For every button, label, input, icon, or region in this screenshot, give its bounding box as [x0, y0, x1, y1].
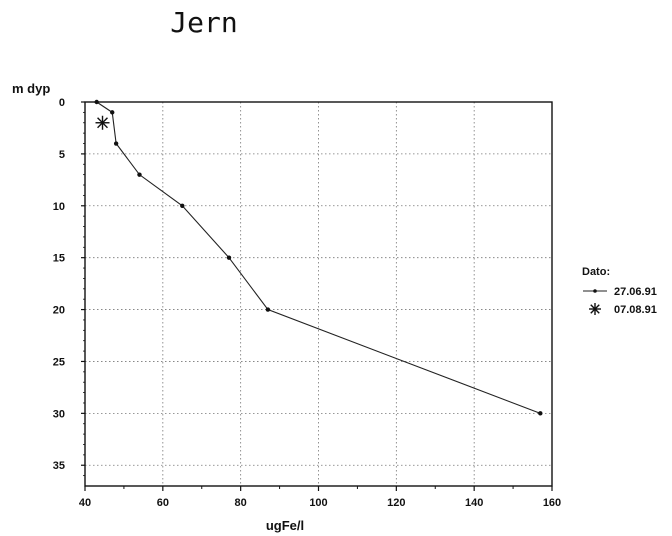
- series-1: [94, 99, 543, 416]
- data-point: [538, 411, 543, 416]
- data-point: [265, 307, 271, 312]
- legend-label: 27.06.91: [614, 286, 657, 298]
- legend-label: 07.08.91: [614, 304, 657, 316]
- y-tick-label: 0: [59, 97, 65, 109]
- data-point: [226, 255, 232, 260]
- y-tick-label: 5: [59, 149, 65, 161]
- data-point: [113, 141, 119, 146]
- y-tick-label: 15: [53, 253, 65, 265]
- y-axis-label: m dyp: [12, 81, 50, 96]
- series-2: [95, 115, 110, 130]
- series-layer: [94, 99, 543, 416]
- x-tick-label: 140: [465, 497, 483, 509]
- x-tick-label: 120: [387, 497, 405, 509]
- x-tick-label: 100: [309, 497, 327, 509]
- x-tick-label: 160: [543, 497, 561, 509]
- y-tick-label: 25: [53, 356, 65, 368]
- data-point: [137, 172, 142, 177]
- chart-title: Jern: [170, 6, 237, 39]
- star-stroke: [97, 117, 108, 129]
- y-tick-label: 30: [53, 408, 65, 420]
- legend-item: 27.06.91: [583, 286, 657, 298]
- x-axis-label: ugFe/l: [266, 518, 304, 533]
- data-point-star: [95, 115, 110, 130]
- legend-star-icon: [589, 303, 601, 315]
- data-point: [94, 99, 99, 105]
- legend-item: 07.08.91: [589, 303, 657, 316]
- star-stroke: [590, 304, 600, 314]
- y-tick-label: 20: [53, 305, 65, 317]
- legend-dot-icon: [593, 289, 597, 293]
- legend: Dato: 27.06.91 07.08.91: [582, 266, 657, 316]
- x-tick-label: 60: [157, 497, 169, 509]
- x-tick-label: 80: [235, 497, 247, 509]
- y-tick-label: 35: [53, 460, 65, 472]
- grid-layer: [85, 102, 552, 486]
- data-point: [180, 203, 185, 208]
- data-point: [110, 110, 115, 115]
- x-tick-label: 40: [79, 497, 91, 509]
- series-line: [96, 101, 541, 414]
- y-tick-label: 10: [53, 201, 65, 213]
- legend-title: Dato:: [582, 266, 610, 278]
- tick-layer: 40 60 80 100 120 140 160 0 5 10 15 20 25 30 35: [53, 97, 561, 509]
- legend-items: 27.06.91 07.08.91: [583, 286, 657, 316]
